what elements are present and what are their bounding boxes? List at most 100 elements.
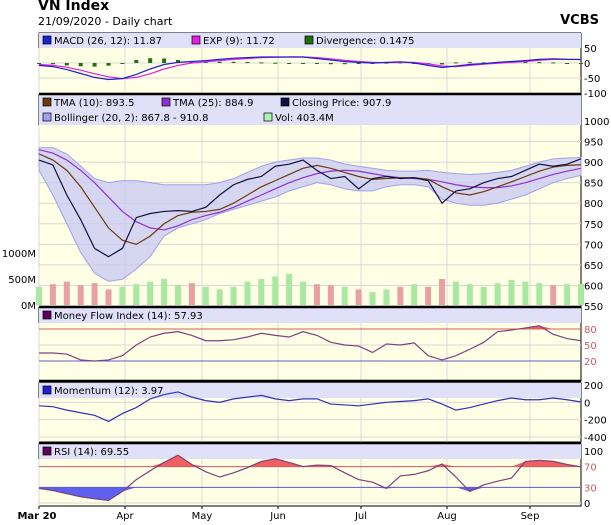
volume-tick-label: 1000M bbox=[2, 249, 36, 260]
momentum-legend-label: Momentum (12): 3.97 bbox=[54, 386, 164, 397]
divergence-bar bbox=[106, 63, 111, 66]
rsi-legend-label: RSI (14): 69.55 bbox=[54, 447, 129, 458]
momentum-legend-swatch bbox=[42, 385, 52, 395]
volume-bar bbox=[105, 289, 112, 305]
volume-bar bbox=[369, 292, 376, 305]
divergence-bar bbox=[245, 62, 250, 64]
volume-bar bbox=[63, 281, 70, 305]
divergence-bar bbox=[162, 58, 167, 63]
volume-tick-label: 500M bbox=[8, 275, 36, 286]
price-ytick-label: 800 bbox=[584, 199, 603, 210]
volume-bar bbox=[341, 286, 348, 305]
price-ytick-label: 700 bbox=[584, 240, 603, 251]
volume-bar bbox=[36, 286, 42, 305]
divergence-bar bbox=[64, 63, 69, 66]
divergence-bar bbox=[189, 61, 194, 63]
price-legend-label: TMA (10): 893.5 bbox=[53, 98, 134, 109]
divergence-bar bbox=[453, 62, 458, 64]
price-legend-swatch bbox=[161, 97, 171, 107]
volume-bar bbox=[188, 283, 195, 305]
price-legend-band bbox=[39, 95, 581, 125]
price-legend-label: Vol: 403.4M bbox=[275, 113, 334, 124]
divergence-bar bbox=[314, 63, 319, 64]
mfi-line bbox=[39, 325, 582, 362]
divergence-bar bbox=[259, 62, 264, 64]
divergence-bar bbox=[231, 61, 236, 63]
divergence-bar bbox=[537, 62, 542, 64]
volume-bar bbox=[133, 284, 140, 305]
volume-bar bbox=[49, 284, 56, 305]
price-ytick-label: 600 bbox=[584, 281, 603, 292]
x-tick-label: May bbox=[192, 511, 213, 522]
divergence-bar bbox=[440, 63, 445, 65]
price-ytick-label: 650 bbox=[584, 261, 603, 272]
x-tick-label: Mar 20 bbox=[17, 511, 56, 522]
macd-ytick-label: -100 bbox=[584, 89, 607, 100]
price-legend-label: Bollinger (20, 2): 867.8 - 910.8 bbox=[54, 113, 208, 124]
volume-bar bbox=[244, 281, 251, 305]
price-legend-swatch bbox=[42, 97, 52, 107]
mfi-ytick-label: 20 bbox=[584, 357, 597, 368]
volume-bar bbox=[452, 281, 459, 305]
price-ytick-label: 550 bbox=[584, 302, 603, 313]
macd-line bbox=[38, 56, 582, 81]
price-ytick-label: 900 bbox=[584, 158, 603, 169]
volume-bar bbox=[508, 280, 515, 305]
closing-price-line bbox=[38, 158, 582, 258]
divergence-bar bbox=[523, 62, 528, 64]
rsi-ytick-label: 30 bbox=[584, 483, 597, 494]
volume-bar bbox=[522, 281, 529, 305]
volume-bar bbox=[536, 283, 543, 305]
volume-bar bbox=[439, 279, 446, 305]
volume-bar bbox=[411, 284, 418, 305]
x-tick-label: Apr bbox=[116, 511, 134, 522]
volume-bar bbox=[494, 283, 501, 305]
divergence-bar bbox=[301, 63, 306, 64]
volume-bar bbox=[564, 284, 571, 305]
price-legend-swatch bbox=[263, 112, 273, 122]
x-tick-label: Jul bbox=[354, 511, 367, 522]
divergence-bar bbox=[342, 63, 347, 65]
volume-bar bbox=[550, 285, 557, 305]
divergence-bar bbox=[50, 63, 55, 65]
macd-ytick-label: 0 bbox=[584, 59, 590, 70]
volume-bar bbox=[174, 285, 181, 305]
volume-bar bbox=[77, 285, 84, 305]
mfi-ytick-label: 50 bbox=[584, 341, 597, 352]
mfi-legend-swatch bbox=[42, 310, 52, 320]
price-legend-swatch bbox=[280, 97, 290, 107]
volume-bar bbox=[327, 285, 334, 305]
rsi-oversold-fill bbox=[39, 487, 581, 501]
mfi-ytick-label: 80 bbox=[584, 325, 597, 336]
chart-title: VN Index bbox=[38, 0, 110, 14]
macd-legend-swatch bbox=[42, 35, 52, 45]
volume-bar bbox=[383, 289, 390, 305]
volume-bar bbox=[286, 273, 293, 305]
macd-legend-swatch bbox=[191, 35, 201, 45]
volume-bar bbox=[91, 283, 98, 305]
divergence-bar bbox=[481, 62, 486, 64]
divergence-bar bbox=[356, 63, 361, 64]
brand-label: VCBS bbox=[560, 13, 599, 28]
macd-ytick-label: -50 bbox=[584, 74, 600, 85]
volume-bar bbox=[147, 281, 154, 305]
price-legend-label: Closing Price: 907.9 bbox=[292, 98, 391, 109]
rsi-overbought-fill bbox=[39, 455, 581, 467]
divergence-bar bbox=[328, 63, 333, 65]
volume-bar bbox=[466, 284, 473, 305]
volume-bar bbox=[258, 279, 265, 305]
divergence-bar bbox=[273, 62, 278, 64]
volume-bar bbox=[272, 276, 279, 305]
rsi-ytick-label: 100 bbox=[584, 447, 603, 458]
x-tick-label: Jun bbox=[269, 511, 286, 522]
volume-bar bbox=[230, 286, 237, 305]
volume-bar bbox=[161, 279, 168, 305]
momentum-line bbox=[38, 391, 582, 423]
momentum-ytick-label: 0 bbox=[584, 398, 590, 409]
chart-subtitle: 21/09/2020 - Daily chart bbox=[38, 15, 173, 28]
price-legend-swatch bbox=[42, 112, 52, 122]
volume-bar bbox=[355, 289, 362, 305]
tma25-line bbox=[38, 149, 582, 231]
